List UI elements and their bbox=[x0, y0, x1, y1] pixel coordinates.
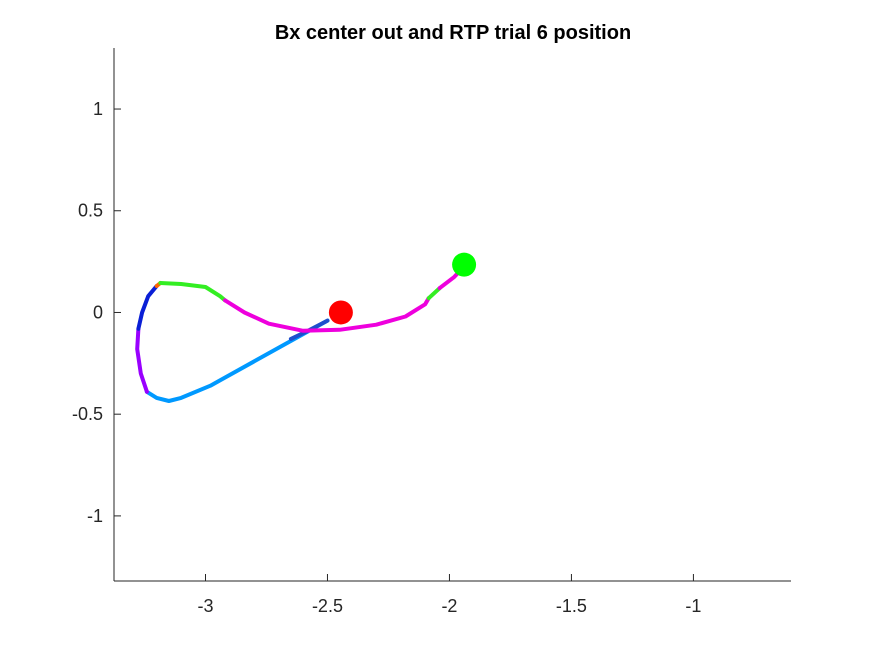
chart-title: Bx center out and RTP trial 6 position bbox=[275, 22, 631, 44]
trajectory-segment-1 bbox=[144, 318, 330, 403]
y-tick-label: 0.5 bbox=[78, 201, 103, 221]
x-tick-label: -2.5 bbox=[312, 596, 343, 616]
end-marker bbox=[452, 252, 477, 277]
x-tick-label: -2 bbox=[441, 596, 457, 616]
y-tick-label: 1 bbox=[93, 99, 103, 119]
trajectory-segment-7 bbox=[223, 296, 431, 333]
position-markers bbox=[328, 252, 477, 325]
y-tick-label: 0 bbox=[93, 302, 103, 322]
x-tick-label: -1.5 bbox=[556, 596, 587, 616]
trajectory-segment-4 bbox=[136, 284, 159, 331]
x-tick-label: -3 bbox=[197, 596, 213, 616]
start-marker bbox=[328, 300, 353, 325]
y-axis-ticks: 1 0.5 0 -0.5 -1 bbox=[72, 99, 121, 526]
x-axis-ticks: -3 -2.5 -2 -1.5 -1 bbox=[197, 574, 701, 616]
trajectory-segment-3 bbox=[135, 326, 149, 394]
trajectory-segment-8 bbox=[426, 286, 442, 301]
x-tick-label: -1 bbox=[685, 596, 701, 616]
y-tick-label: -1 bbox=[87, 506, 103, 526]
trajectory-lines bbox=[135, 265, 465, 403]
trajectory-segment-6 bbox=[158, 281, 227, 303]
y-tick-label: -0.5 bbox=[72, 404, 103, 424]
